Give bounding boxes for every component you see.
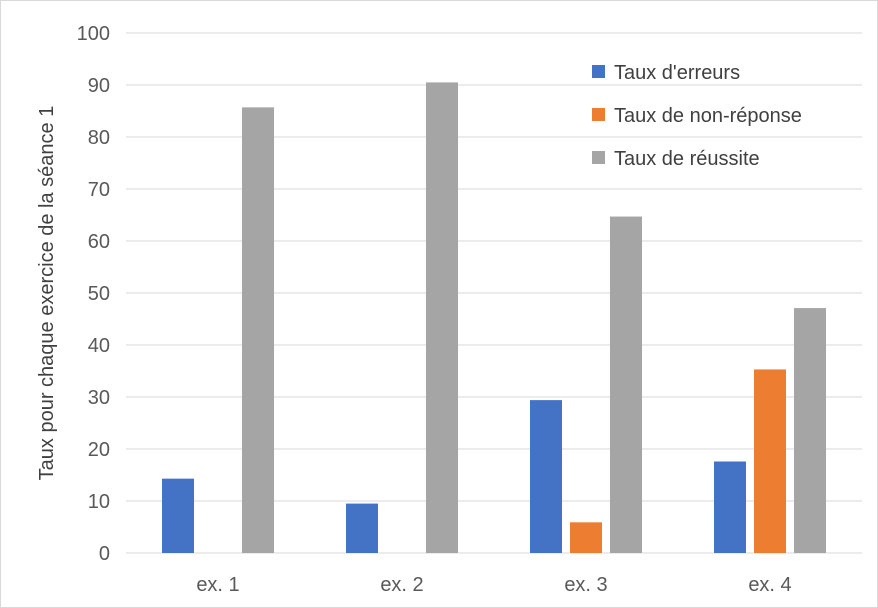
y-tick-label: 30 (88, 387, 110, 409)
y-tick-label: 70 (88, 179, 110, 201)
bar-1-3 (530, 400, 562, 553)
y-axis-title: Taux pour chaque exercice de la séance 1 (36, 106, 58, 481)
x-tick-label: ex. 3 (564, 574, 607, 596)
x-tick-label: ex. 2 (380, 574, 423, 596)
bar-2-4 (754, 369, 786, 553)
x-tick-label: ex. 1 (196, 574, 239, 596)
bar-3-3 (610, 217, 642, 553)
y-tick-label: 10 (88, 491, 110, 513)
bar-1-1 (162, 479, 194, 553)
bar-3-1 (242, 107, 274, 553)
y-tick-label: 100 (77, 23, 110, 45)
bar-1-2 (346, 504, 378, 553)
x-tick-label: ex. 4 (748, 574, 791, 596)
bar-1-4 (714, 461, 746, 553)
legend-label-1: Taux d'erreurs (614, 62, 740, 84)
legend: Taux d'erreurs Taux de non-réponse Taux de… (592, 62, 802, 170)
legend-label-3: Taux de réussite (614, 148, 760, 170)
bar-3-2 (426, 82, 458, 553)
legend-swatch-1 (592, 65, 605, 78)
bar-2-3 (570, 522, 602, 553)
y-tick-label: 60 (88, 231, 110, 253)
y-tick-labels: 0 10 20 30 40 50 60 70 80 90 100 (77, 23, 110, 565)
legend-swatch-3 (592, 151, 605, 164)
y-tick-label: 0 (99, 543, 110, 565)
x-tick-labels: ex. 1 ex. 2 ex. 3 ex. 4 (196, 574, 791, 596)
legend-swatch-2 (592, 108, 605, 121)
legend-label-2: Taux de non-réponse (614, 105, 802, 127)
bar-3-4 (794, 308, 826, 553)
y-tick-label: 40 (88, 335, 110, 357)
y-tick-label: 50 (88, 283, 110, 305)
y-tick-label: 20 (88, 439, 110, 461)
y-tick-label: 80 (88, 127, 110, 149)
y-tick-label: 90 (88, 75, 110, 97)
